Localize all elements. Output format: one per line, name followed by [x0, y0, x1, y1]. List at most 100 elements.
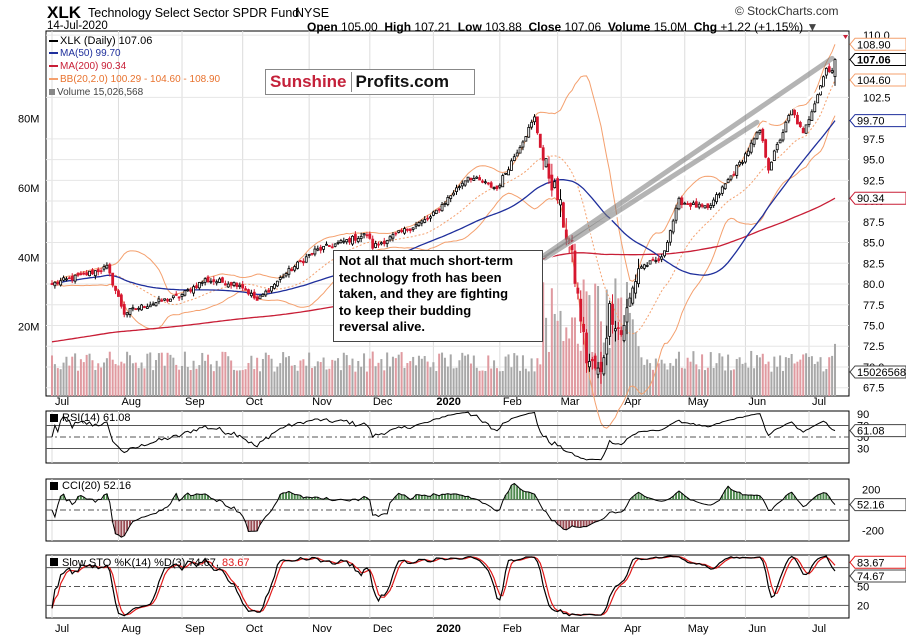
candle-body — [700, 204, 704, 207]
candle-body — [91, 269, 94, 275]
candle-body — [411, 227, 415, 230]
volume-bar — [703, 370, 706, 396]
volume-bar — [822, 371, 825, 396]
candle-body — [535, 116, 539, 134]
candle-body — [67, 277, 71, 280]
volume-bar — [432, 362, 435, 396]
volume-bar — [100, 367, 103, 396]
volume-bar — [282, 352, 285, 396]
volume-bar — [59, 369, 62, 396]
volume-bar — [293, 365, 296, 396]
volume-bar — [643, 364, 646, 396]
volume-bar — [475, 367, 478, 396]
price-y-tick-label: 72.5 — [863, 341, 884, 353]
candle-body — [527, 126, 531, 138]
candle-body — [431, 211, 435, 216]
x-axis-tick-label: 2020 — [436, 396, 460, 408]
volume-bar — [244, 369, 247, 396]
candle-body — [741, 161, 744, 164]
volume-bar — [85, 354, 88, 396]
price-y-tick-label: 77.5 — [863, 300, 884, 312]
volume-bar — [663, 363, 666, 396]
volume-bar — [553, 313, 556, 396]
ma50-swatch-icon — [49, 52, 58, 55]
candle-body — [391, 234, 395, 239]
candle-body — [140, 304, 143, 311]
x-axis-tick-label: Aug — [121, 396, 141, 408]
candle-body — [238, 284, 242, 288]
volume-bar — [238, 370, 241, 396]
volume-bar — [698, 369, 701, 396]
candle-body — [703, 205, 707, 209]
candle-body — [593, 355, 597, 369]
volume-bar — [117, 365, 120, 396]
volume-bar — [412, 356, 415, 396]
fund-name: Technology Select Sector SPDR Fund — [88, 6, 300, 20]
candle-body — [573, 250, 577, 284]
candle-body — [449, 195, 453, 199]
candle-body — [122, 304, 126, 315]
volume-bar — [166, 352, 169, 396]
candle-body — [99, 270, 103, 273]
candle-body — [177, 296, 181, 299]
candle-body — [394, 232, 398, 235]
candle-body — [131, 307, 135, 310]
dropdown-arrow-icon[interactable]: ▼ — [806, 20, 819, 34]
candle-body — [117, 290, 120, 297]
volume-bar — [712, 368, 715, 396]
candle-body — [778, 139, 782, 144]
volume-bar — [74, 353, 77, 396]
volume-axis-label: 60M — [18, 183, 39, 195]
volume-bar — [290, 365, 293, 396]
candle-body — [148, 304, 152, 308]
candle-body — [674, 207, 678, 221]
volume-bar — [374, 366, 377, 396]
candle-body — [483, 181, 487, 184]
candle-body — [830, 70, 834, 73]
volume-bar — [677, 351, 680, 396]
candle-body — [801, 128, 805, 134]
candle-body — [255, 296, 259, 301]
candle-body — [226, 283, 230, 288]
volume-bar — [781, 370, 785, 396]
candle-body — [732, 173, 736, 176]
candle-body — [460, 182, 464, 187]
volume-bar — [259, 371, 262, 396]
price-tag-marker — [849, 365, 906, 379]
x-axis-tick-label: Jul — [812, 396, 826, 408]
volume-bar — [683, 368, 686, 396]
volume-bar — [108, 351, 111, 396]
volume-bar — [738, 357, 741, 396]
candle-body — [414, 224, 418, 227]
volume-bar — [261, 358, 264, 396]
volume-bar — [565, 327, 568, 396]
price-swatch-icon — [49, 40, 58, 43]
candle-body — [622, 325, 626, 342]
price-y-tick-label: 82.5 — [863, 258, 884, 270]
x-axis-tick-label: Mar — [561, 396, 580, 408]
volume-bar — [776, 366, 779, 396]
volume-bar — [810, 356, 813, 396]
candle-body — [145, 306, 149, 309]
volume-bar — [579, 350, 582, 396]
volume-bar — [452, 368, 455, 396]
volume-swatch-icon — [49, 89, 55, 96]
candle-body — [296, 261, 299, 269]
volume-bar — [212, 371, 215, 396]
candle-body — [403, 228, 406, 234]
volume-bar — [744, 362, 747, 396]
volume-bar — [149, 352, 152, 396]
candle-body — [666, 242, 669, 253]
x-axis-tick-label: Dec — [373, 396, 393, 408]
volume-bar — [727, 354, 730, 396]
legend-ma200: MA(200) 90.34 — [49, 61, 126, 72]
rsi-tag-label: 61.08 — [857, 426, 885, 438]
bb-middle-line — [51, 79, 836, 335]
candle-body — [327, 245, 331, 247]
candle-body — [810, 111, 814, 121]
volume-bar — [143, 368, 146, 396]
volume-bar — [530, 358, 533, 396]
candle-body — [241, 284, 245, 289]
candle-body — [290, 268, 294, 272]
candle-body — [720, 186, 724, 194]
